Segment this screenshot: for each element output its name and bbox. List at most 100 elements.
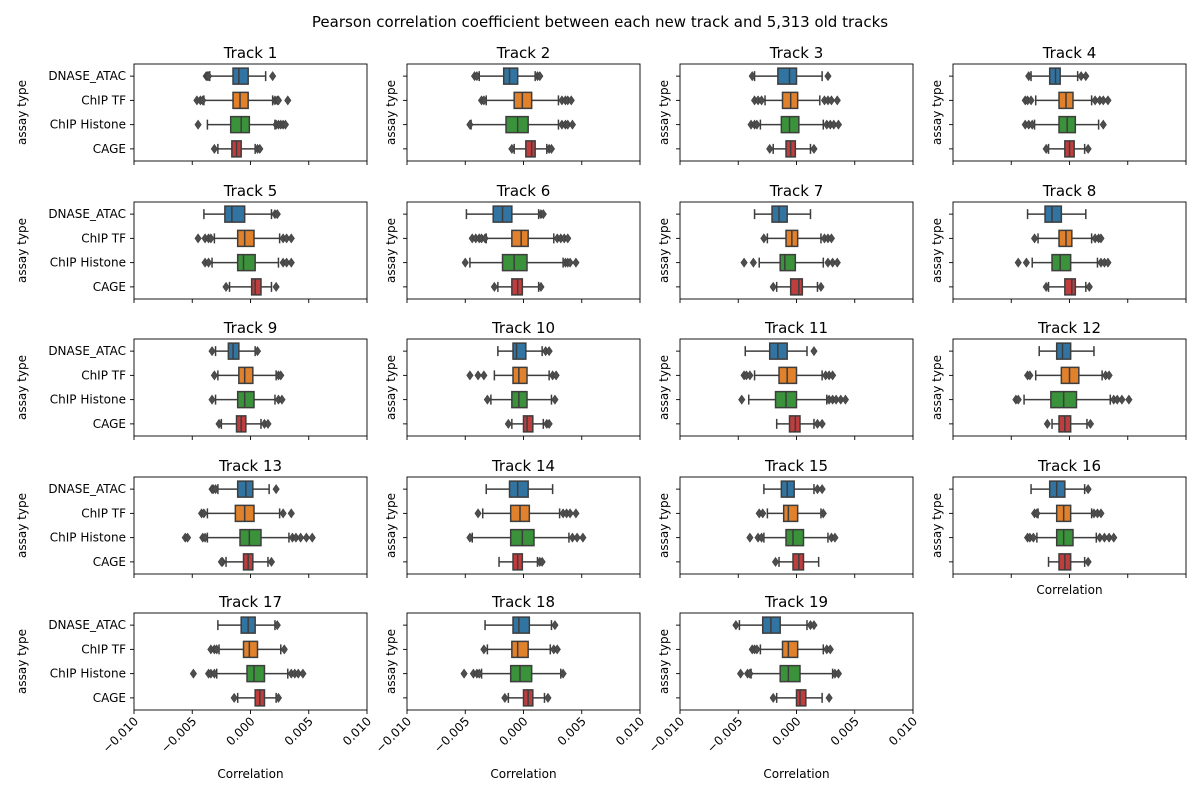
plot-frame — [679, 612, 914, 711]
outlier-marker — [819, 508, 827, 519]
iqr-box — [224, 205, 246, 223]
x-tick-label: −0.005 — [704, 714, 745, 755]
outlier-marker — [746, 370, 754, 381]
outlier-marker — [1118, 394, 1126, 405]
subplot-title: Track 6 — [496, 182, 551, 200]
y-axis-label: assay type — [657, 355, 671, 420]
outlier-marker — [813, 484, 822, 495]
x-tick-label: 0.000 — [223, 714, 257, 748]
box-chip-tf — [748, 640, 834, 659]
outlier-marker — [738, 394, 746, 405]
outlier-marker — [559, 668, 567, 679]
y-axis-label: assay type — [15, 80, 29, 145]
outlier-marker — [210, 370, 218, 381]
outlier-marker — [732, 620, 740, 631]
y-axis-label: assay type — [930, 493, 944, 558]
outlier-marker — [504, 418, 512, 429]
outlier-marker — [230, 692, 238, 703]
subplot-title: Track 8 — [1042, 182, 1097, 200]
outlier-marker — [1026, 370, 1034, 381]
box-chip-tf — [750, 91, 841, 110]
box-dnase_atac — [763, 480, 826, 498]
outlier-marker — [284, 95, 292, 106]
category-label: CAGE — [93, 691, 126, 705]
category-label: CAGE — [93, 555, 126, 569]
outlier-marker — [771, 556, 780, 567]
box-dnase_atac — [497, 342, 553, 360]
box-chip-tf — [466, 366, 560, 385]
outlier-marker — [278, 394, 286, 405]
box-chip-histone — [1021, 115, 1107, 134]
outlier-marker — [566, 508, 574, 519]
outlier-marker — [466, 532, 474, 543]
box-dnase_atac — [484, 616, 559, 634]
box-chip-tf — [760, 229, 836, 248]
outlier-marker — [539, 209, 547, 220]
outlier-marker — [287, 257, 295, 268]
plot-frame — [406, 63, 641, 162]
subplot-title: Track 16 — [1037, 457, 1101, 475]
box-dnase_atac — [202, 67, 277, 85]
box-chip-histone — [201, 253, 295, 272]
outlier-marker — [537, 281, 545, 292]
subplot: Track 12 assay type — [930, 319, 1187, 440]
outlier-marker — [818, 484, 826, 495]
outlier-marker — [1077, 71, 1085, 82]
plot-frame — [133, 612, 368, 711]
outlier-marker — [213, 644, 221, 655]
box-cage — [230, 689, 283, 707]
iqr-box — [785, 528, 805, 547]
outlier-marker — [1084, 143, 1092, 154]
outlier-marker — [834, 119, 843, 130]
outlier-marker — [292, 532, 300, 543]
subplot: Track 13 DNASE_ATAC ChIP TF ChIP Histone CAG… — [15, 457, 368, 578]
outlier-marker — [552, 370, 560, 381]
box-chip-histone — [747, 115, 843, 134]
box-chip-histone — [189, 664, 307, 683]
x-tick-label: −0.010 — [646, 714, 687, 755]
box-dnase_atac — [1038, 342, 1095, 360]
box-chip-histone — [740, 253, 841, 272]
box-chip-tf — [194, 229, 295, 248]
subplot-title: Track 1 — [223, 44, 278, 62]
outlier-marker — [217, 556, 225, 567]
plot-frame — [952, 476, 1187, 575]
outlier-marker — [568, 532, 576, 543]
outlier-marker — [538, 556, 546, 567]
outlier-marker — [199, 95, 207, 106]
y-axis-label: assay type — [657, 493, 671, 558]
outlier-marker — [294, 668, 302, 679]
outlier-marker — [831, 532, 839, 543]
outlier-marker — [277, 370, 285, 381]
outlier-marker — [547, 143, 556, 154]
category-label: CAGE — [93, 280, 126, 294]
outlier-marker — [536, 71, 544, 82]
outlier-marker — [207, 233, 215, 244]
box-chip-tf — [1030, 504, 1105, 523]
iqr-box — [246, 664, 266, 683]
outlier-marker — [834, 668, 843, 679]
outlier-marker — [480, 370, 488, 381]
outlier-marker — [211, 484, 220, 495]
box-dnase_atac — [744, 342, 818, 360]
outlier-marker — [460, 668, 468, 679]
outlier-marker — [564, 119, 572, 130]
x-axis-label: Correlation — [490, 767, 556, 781]
category-label: DNASE_ATAC — [48, 69, 126, 83]
iqr-box — [236, 390, 255, 409]
outlier-marker — [757, 532, 766, 543]
category-label: ChIP Histone — [50, 531, 126, 545]
subplot: Track 15 assay type — [657, 457, 914, 578]
x-axis-label: Correlation — [217, 767, 283, 781]
box-chip-histone — [208, 390, 286, 409]
y-axis-label: assay type — [657, 629, 671, 694]
outlier-marker — [832, 394, 840, 405]
iqr-box — [511, 229, 529, 248]
x-tick-label: −0.005 — [158, 714, 199, 755]
y-axis-label: assay type — [384, 218, 398, 283]
box-chip-tf — [207, 640, 288, 659]
subplot: Track 5 DNASE_ATAC ChIP TF ChIP Histone CAGE… — [15, 182, 368, 303]
subplot: Track 3 assay type — [657, 44, 914, 165]
box-dnase_atac — [465, 205, 547, 223]
outlier-marker — [567, 95, 575, 106]
